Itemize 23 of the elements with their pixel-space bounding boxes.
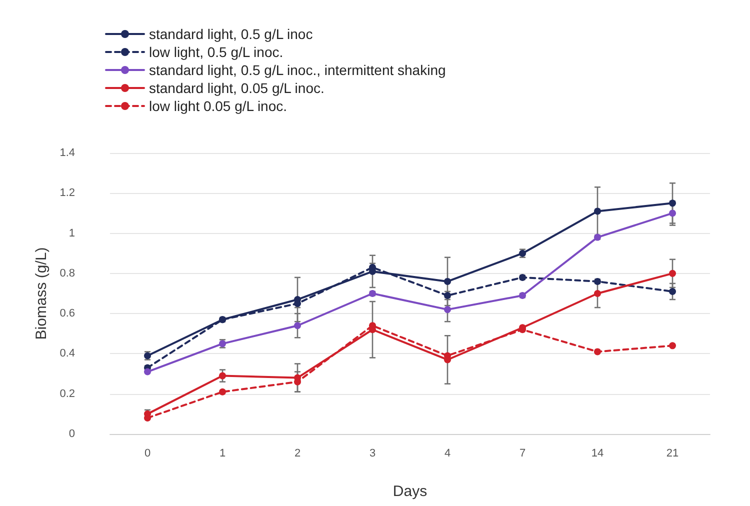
legend-label: low light 0.05 g/L inoc. [149,98,288,114]
y-tick-label: 0.4 [60,348,75,360]
legend-label: standard light, 0.5 g/L inoc [149,26,313,42]
x-tick-label: 0 [144,448,151,460]
x-tick-label: 2 [294,448,301,460]
y-tick-label: 0 [68,428,75,440]
y-axis-title: Biomass (g/L) [32,247,50,340]
legend-label: standard light, 0.5 g/L inoc., intermittent shaking [149,62,446,78]
legend-label: standard light, 0.05 g/L inoc. [149,80,324,96]
y-tick-label: 1 [68,227,75,240]
x-tick-label: 7 [519,448,526,460]
y-tick-label: 1.4 [60,147,75,159]
legend-label: low light, 0.5 g/L inoc. [149,44,284,60]
x-axis-title: Days [392,483,428,500]
x-tick-label: 4 [444,448,451,460]
y-tick-label: 0.8 [60,267,75,280]
y-tick-label: 0.2 [60,388,75,400]
x-tick-label: 21 [666,448,679,460]
y-tick-label: 1.2 [60,187,75,200]
x-tick-label: 1 [219,448,226,460]
x-tick-label: 3 [369,448,376,460]
y-tick-label: 0.6 [60,308,75,320]
x-tick-label: 14 [591,448,604,460]
